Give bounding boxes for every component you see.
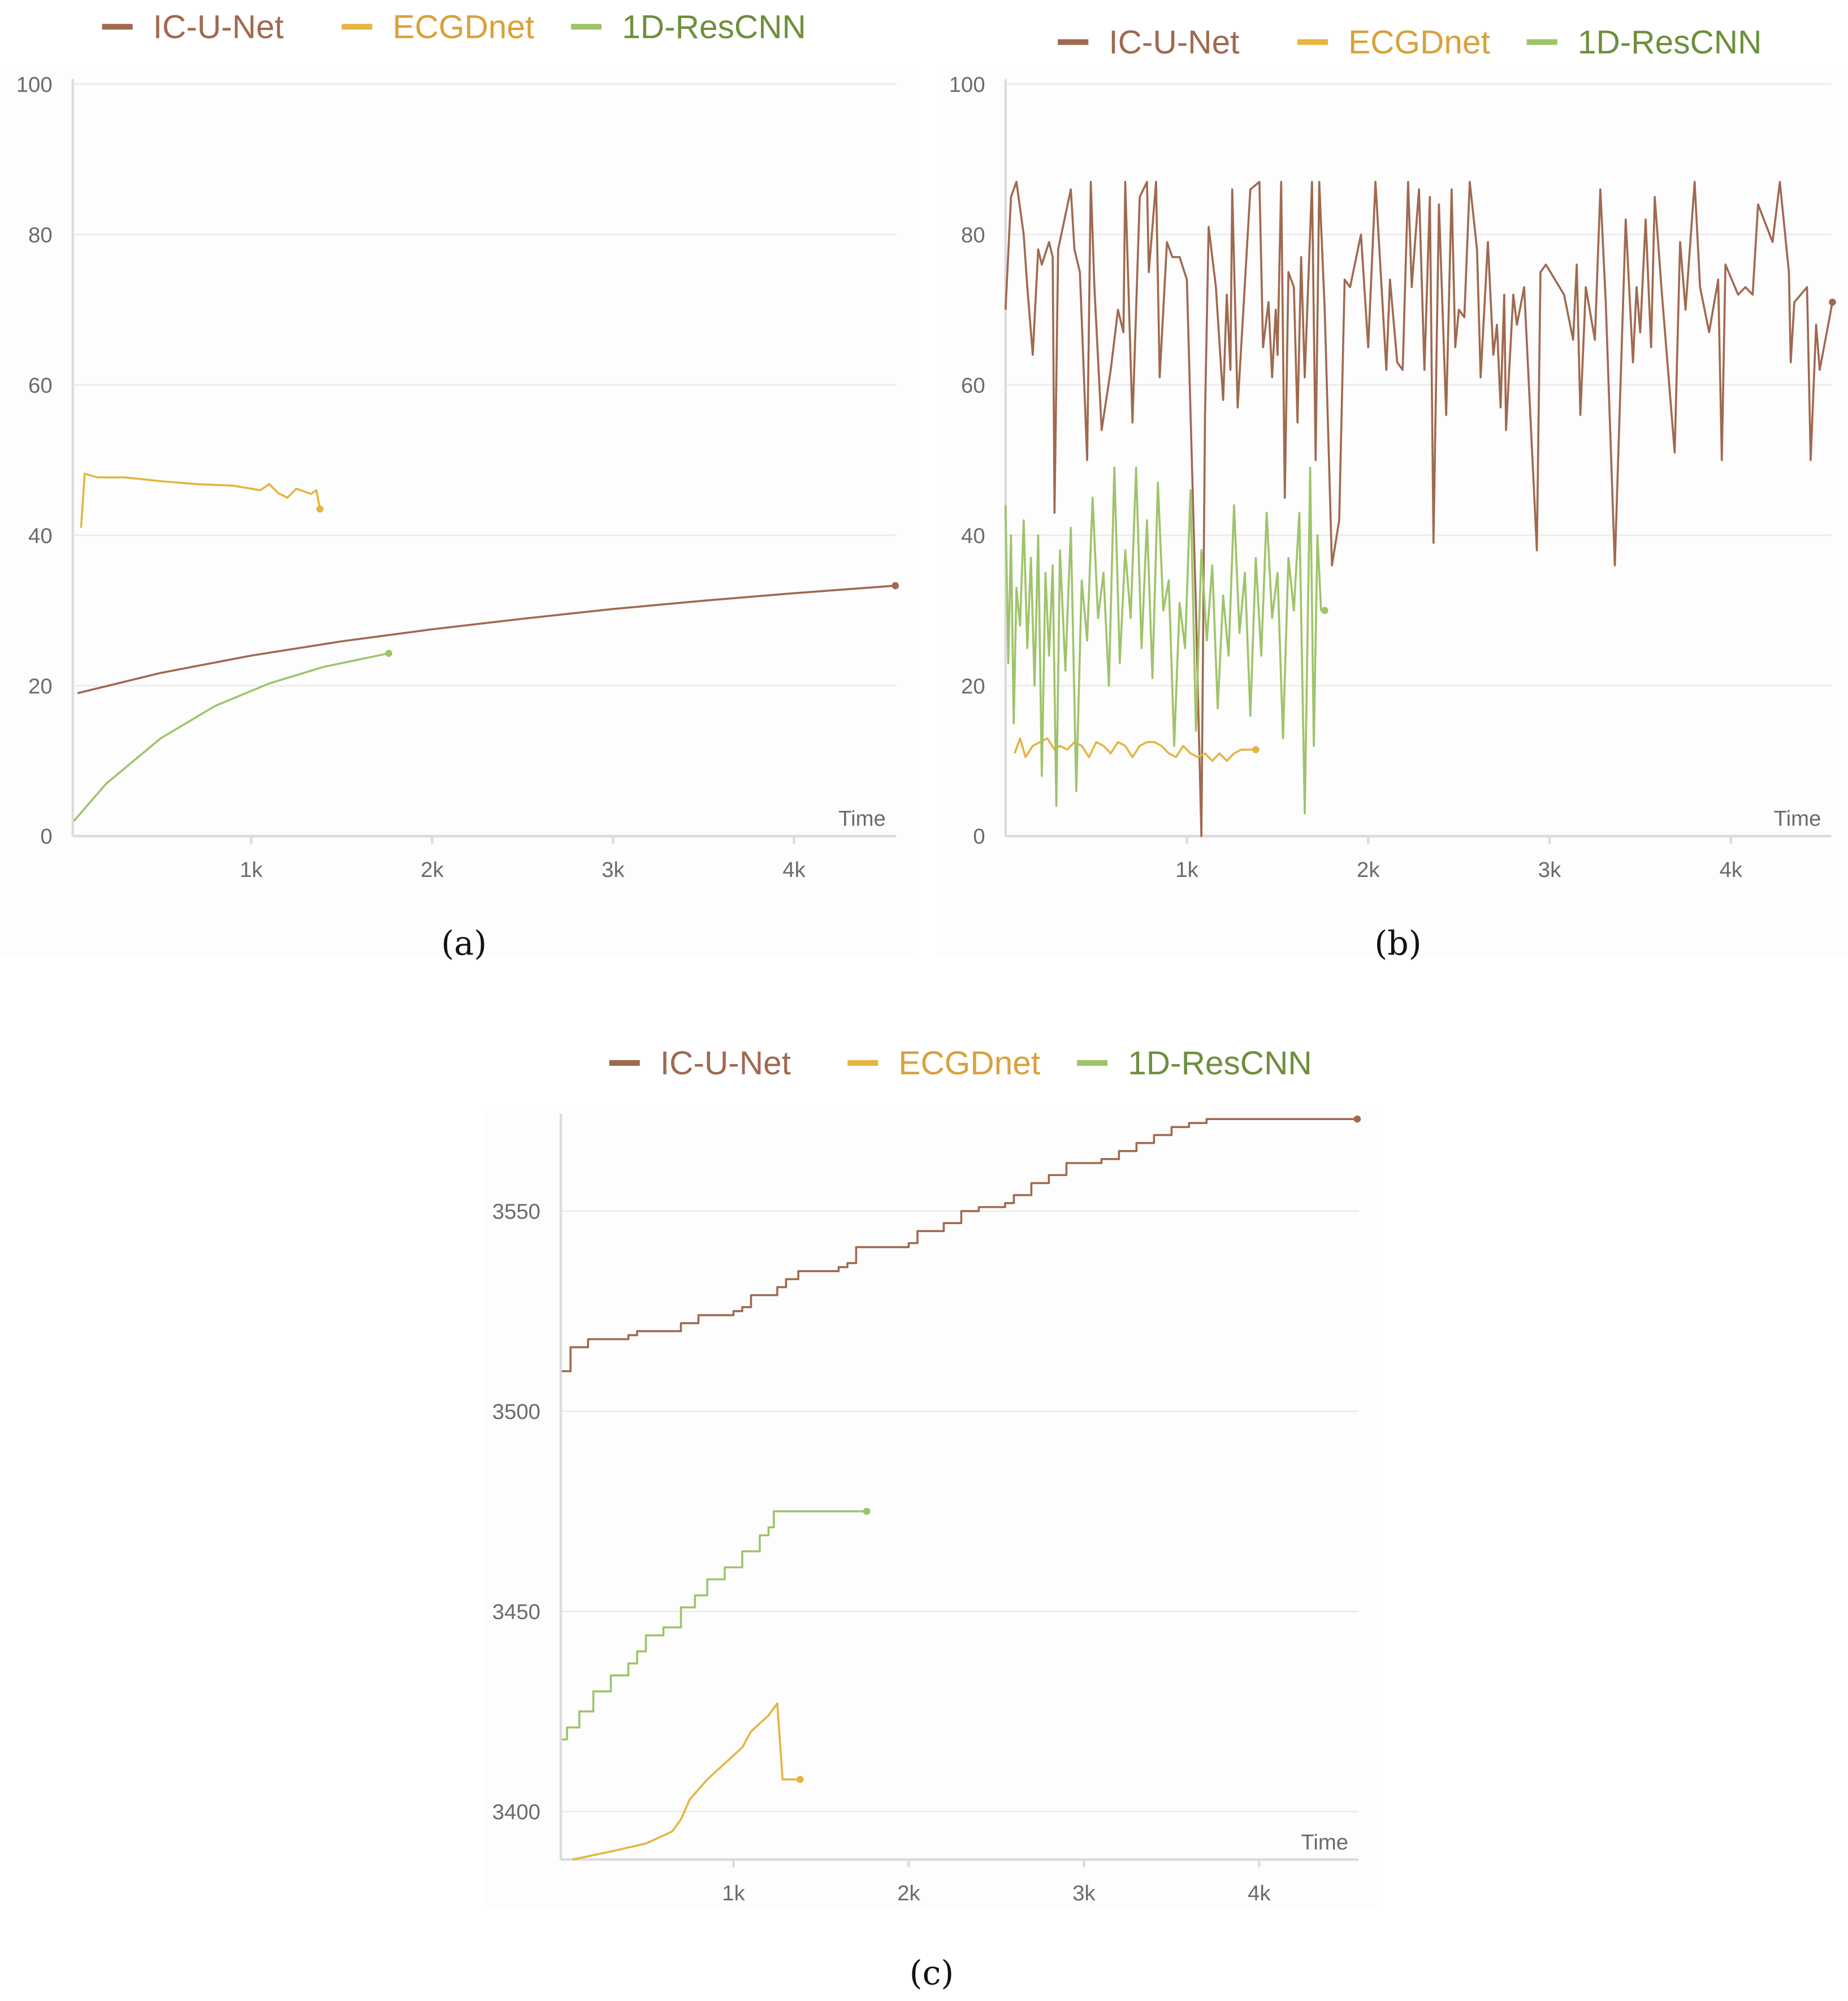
y-tick-label: 20: [28, 674, 53, 698]
chart-b: 0 20 40 60 80 100 1k 2k 3k 4k Time IC-U-Net ECGDnet 1…: [937, 24, 1848, 962]
x-tick-label: 2k: [897, 1881, 920, 1905]
x-tick-label: 3k: [1072, 1881, 1096, 1905]
series-line-ECGDnet: [1014, 737, 1256, 762]
y-tick-label: 40: [28, 524, 53, 548]
x-tick-label: 3k: [601, 858, 625, 882]
legend-label: 1D-ResCNN: [622, 9, 806, 46]
series-endpoint-IC-U-Net: [891, 582, 899, 590]
series-line-IC-U-Net: [77, 585, 895, 694]
y-tick-label: 0: [973, 824, 985, 849]
x-tick-label: 2k: [1357, 858, 1380, 882]
series-line-1D-ResCNN: [1004, 466, 1325, 815]
series-endpoint-ECGDnet: [316, 505, 324, 513]
series-endpoint-1D-ResCNN: [863, 1507, 871, 1515]
x-tick-label: 4k: [782, 858, 806, 882]
legend-label: IC-U-Net: [1109, 24, 1239, 61]
y-tick-label: 0: [40, 824, 52, 849]
series-endpoint-IC-U-Net: [1829, 299, 1836, 306]
chart-c: 3400 3450 3500 3550 1k 2k 3k 4k Time IC-U-Net ECGD…: [484, 1045, 1377, 1993]
plot-background: [937, 70, 1848, 957]
legend-label: 1D-ResCNN: [1128, 1045, 1312, 1082]
series-endpoint-1D-ResCNN: [385, 650, 392, 657]
x-tick-label: 4k: [1248, 1881, 1271, 1905]
y-tick-label: 3550: [492, 1199, 540, 1224]
y-tick-label: 20: [961, 674, 985, 698]
legend-label: ECGDnet: [393, 9, 535, 46]
chart-a: 0 20 40 60 80 100 1k 2k 3k 4k Time IC-U-Net ECGDnet 1…: [0, 9, 913, 962]
legend-label: 1D-ResCNN: [1578, 24, 1762, 61]
series-endpoint-ECGDnet: [796, 1775, 804, 1783]
y-tick-label: 3450: [492, 1600, 540, 1624]
y-tick-label: 40: [961, 524, 985, 548]
series-line-ECGDnet: [80, 472, 321, 528]
x-tick-label: 1k: [1175, 858, 1198, 882]
y-tick-label: 80: [961, 223, 985, 247]
series-line-1D-ResCNN: [73, 652, 389, 822]
plot-background: [484, 1106, 1377, 1909]
y-tick-label: 100: [16, 72, 53, 97]
x-tick-label: 1k: [722, 1881, 745, 1905]
subfigure-caption: (b): [1374, 924, 1421, 962]
series-endpoint-1D-ResCNN: [1321, 607, 1328, 615]
legend-label: ECGDnet: [898, 1045, 1040, 1082]
x-tick-label: 3k: [1538, 858, 1561, 882]
subfigure-caption: (c): [910, 1954, 954, 1993]
legend-label: ECGDnet: [1348, 24, 1490, 61]
series-line-1D-ResCNN: [561, 1510, 867, 1741]
series-line-IC-U-Net: [1004, 180, 1834, 837]
x-axis-label: Time: [1301, 1830, 1348, 1855]
legend-label: IC-U-Net: [660, 1045, 791, 1082]
plot-background: [0, 70, 913, 957]
legend-label: IC-U-Net: [153, 9, 284, 46]
y-tick-label: 3400: [492, 1800, 540, 1824]
y-tick-label: 80: [28, 223, 53, 247]
y-tick-label: 60: [28, 373, 53, 397]
series-endpoint-ECGDnet: [1252, 746, 1260, 754]
subfigure-caption: (a): [441, 924, 487, 962]
x-tick-label: 2k: [421, 858, 444, 882]
x-axis-label: Time: [838, 807, 886, 831]
y-tick-label: 100: [949, 72, 985, 97]
series-line-ECGDnet: [572, 1702, 800, 1861]
series-endpoint-IC-U-Net: [1353, 1115, 1361, 1123]
y-tick-label: 3500: [492, 1399, 540, 1424]
series-line-IC-U-Net: [561, 1118, 1357, 1372]
y-tick-label: 60: [961, 373, 985, 397]
x-tick-label: 1k: [240, 858, 263, 882]
x-axis-label: Time: [1774, 807, 1821, 831]
x-tick-label: 4k: [1720, 858, 1743, 882]
